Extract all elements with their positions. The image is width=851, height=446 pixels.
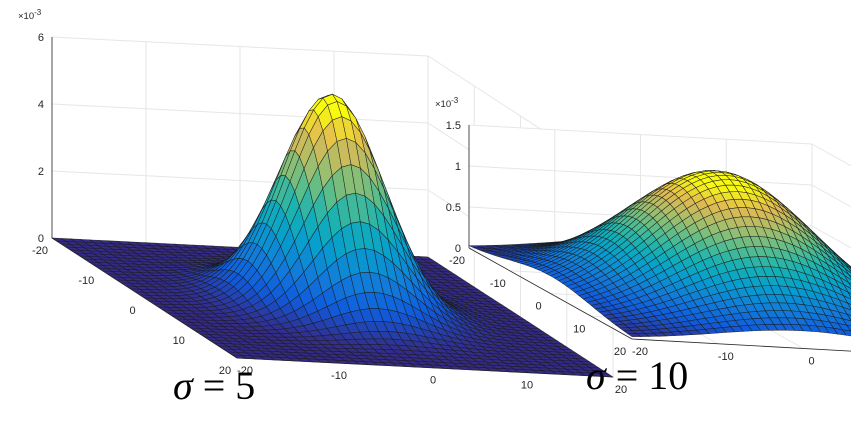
y-tick-label: 0 xyxy=(430,375,436,387)
y-tick-label: 20 xyxy=(615,384,627,396)
x-tick-label: -20 xyxy=(449,255,465,267)
axis-lines xyxy=(51,37,614,378)
z-tick-label: 1.5 xyxy=(446,120,461,132)
x-tick-label: -10 xyxy=(490,278,506,290)
x-tick-label: 0 xyxy=(535,301,541,313)
y-tick-label: 10 xyxy=(521,379,533,391)
caption-value: 5 xyxy=(235,363,256,408)
y-tick-label: -10 xyxy=(331,370,347,382)
z-exponent-label: ×10-3 xyxy=(18,8,42,22)
x-tick-label: 10 xyxy=(573,323,585,335)
x-tick-label: 0 xyxy=(129,305,135,317)
x-tick-label: -20 xyxy=(32,245,48,257)
caption-equals: = xyxy=(202,363,226,408)
z-tick-label: 1 xyxy=(455,161,461,173)
x-tick-label: -10 xyxy=(78,275,94,287)
z-tick-label: 4 xyxy=(38,99,44,111)
surface-mesh xyxy=(50,93,615,378)
z-tick-label: 0.5 xyxy=(446,202,461,214)
z-tick-label: 0 xyxy=(38,233,44,245)
y-tick-label: -20 xyxy=(237,365,253,377)
y-tick-label: -10 xyxy=(718,351,734,363)
y-tick-label: 0 xyxy=(808,356,814,368)
caption-sigma-10: σ = 10 xyxy=(586,356,688,396)
caption-sigma-symbol: σ xyxy=(586,353,606,398)
z-tick-label: 2 xyxy=(38,166,44,178)
surface-mesh xyxy=(468,170,851,337)
z-tick-label: 6 xyxy=(38,32,44,44)
caption-value: 10 xyxy=(648,353,689,398)
caption-sigma-symbol: σ xyxy=(173,363,193,408)
caption-sigma-5: σ = 5 xyxy=(173,366,255,406)
x-tick-label: 20 xyxy=(219,365,231,377)
caption-equals: = xyxy=(615,353,639,398)
z-tick-label: 0 xyxy=(455,243,461,255)
x-tick-label: 10 xyxy=(173,335,185,347)
